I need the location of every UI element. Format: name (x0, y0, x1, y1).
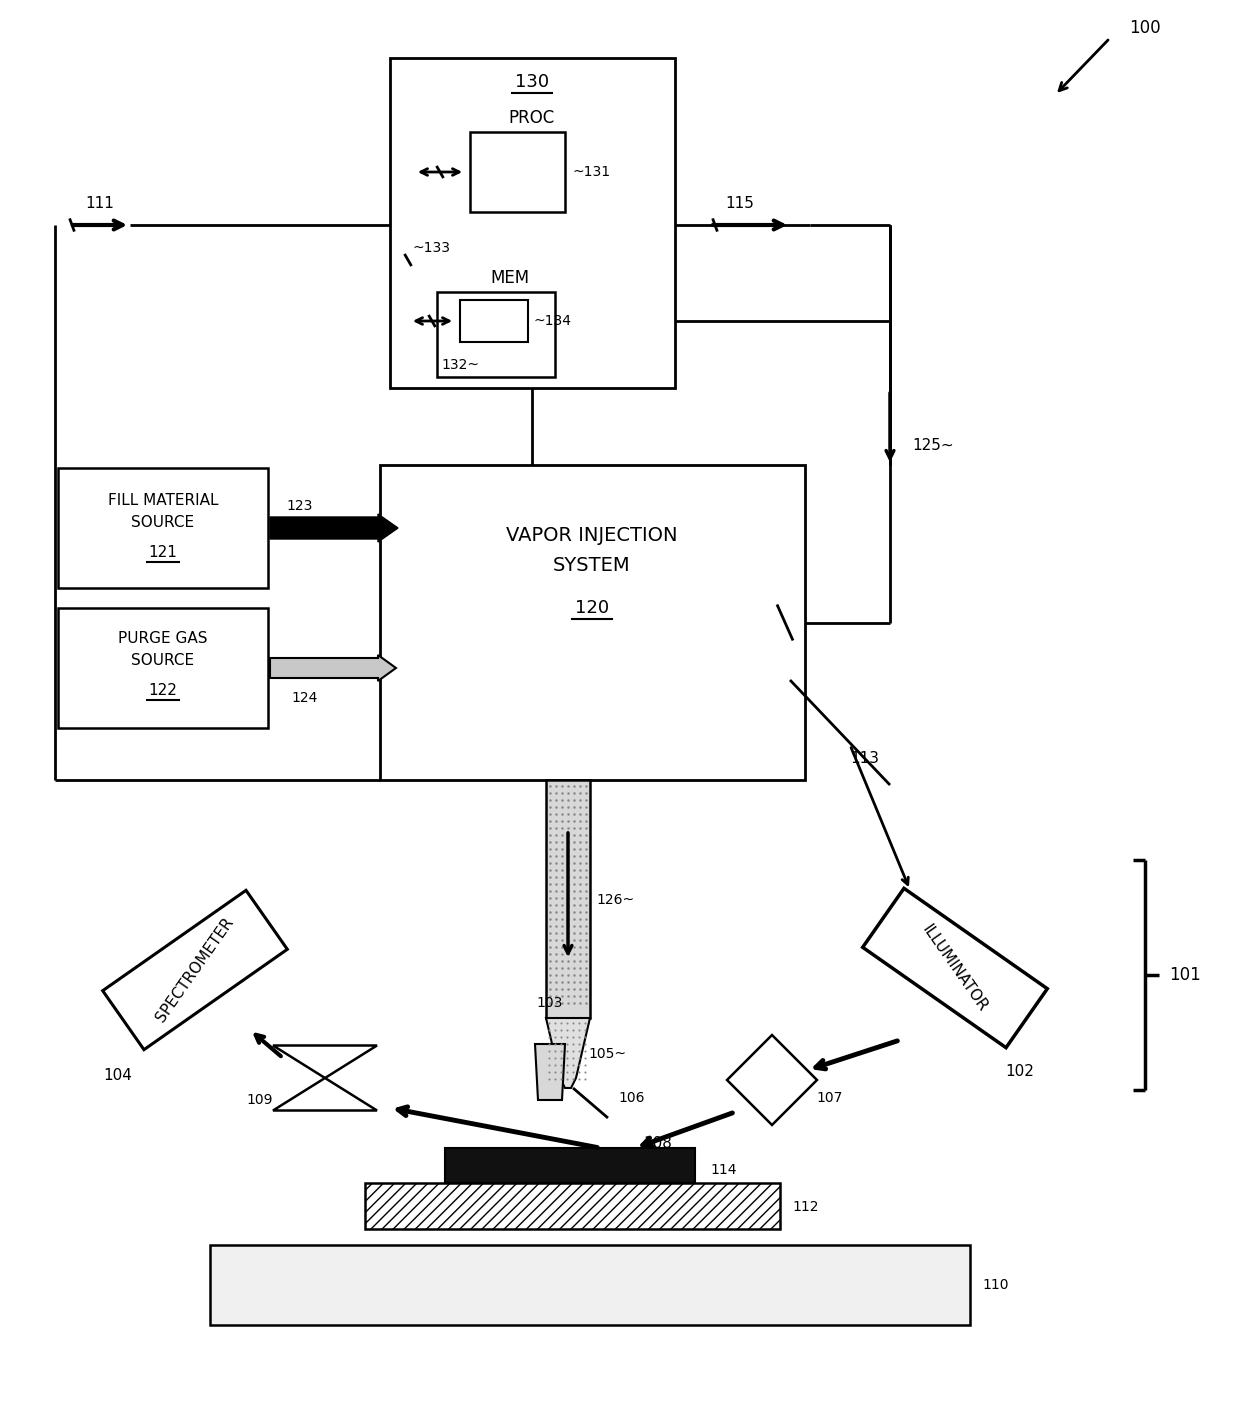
Text: ~134: ~134 (534, 313, 572, 327)
Text: 124: 124 (291, 691, 319, 705)
Text: 104: 104 (104, 1068, 133, 1082)
Text: ~131: ~131 (573, 164, 611, 178)
Bar (365, 1183, 780, 1229)
Text: 102: 102 (1006, 1065, 1034, 1079)
Text: 111: 111 (86, 195, 114, 211)
Text: 109: 109 (247, 1093, 273, 1107)
Bar (391, 58, 675, 388)
Bar (58, 608, 268, 728)
Text: 100: 100 (1130, 20, 1161, 37)
Text: 105~: 105~ (588, 1047, 626, 1061)
Polygon shape (534, 1044, 565, 1100)
Text: 112: 112 (792, 1200, 818, 1214)
Text: 115: 115 (725, 195, 754, 211)
Text: SOURCE: SOURCE (131, 514, 195, 530)
Text: ILLUMINATOR: ILLUMINATOR (920, 922, 991, 1014)
Text: 123: 123 (286, 499, 314, 513)
Text: PURGE GAS: PURGE GAS (118, 631, 208, 645)
Text: 103: 103 (537, 996, 563, 1010)
Text: SPECTROMETER: SPECTROMETER (154, 915, 237, 1024)
Text: 122: 122 (149, 683, 177, 697)
Text: 101: 101 (1169, 967, 1200, 983)
FancyArrow shape (270, 514, 398, 542)
Bar (103, 891, 288, 1050)
Text: 108: 108 (644, 1135, 672, 1151)
Text: 113: 113 (851, 750, 879, 766)
Text: ~133: ~133 (412, 242, 450, 254)
Text: SYSTEM: SYSTEM (553, 555, 631, 575)
Text: VAPOR INJECTION: VAPOR INJECTION (506, 525, 678, 545)
Text: 132~: 132~ (441, 358, 479, 372)
Text: 107: 107 (817, 1092, 843, 1104)
FancyArrow shape (270, 655, 396, 681)
Bar (546, 780, 590, 1019)
Text: 120: 120 (575, 599, 609, 617)
Text: SOURCE: SOURCE (131, 652, 195, 667)
Text: 121: 121 (149, 545, 177, 559)
Text: 130: 130 (515, 73, 549, 91)
Text: 106: 106 (618, 1092, 645, 1104)
Text: FILL MATERIAL: FILL MATERIAL (108, 493, 218, 507)
Bar (58, 468, 268, 589)
Bar (470, 132, 565, 212)
Text: 126~: 126~ (596, 894, 634, 908)
Polygon shape (546, 1019, 590, 1087)
Text: 125~: 125~ (911, 437, 954, 452)
Polygon shape (727, 1035, 817, 1125)
Text: MEM: MEM (491, 268, 529, 287)
Bar (436, 292, 556, 377)
Bar (379, 465, 805, 780)
Text: 110: 110 (982, 1279, 1008, 1293)
Polygon shape (273, 1045, 377, 1078)
Bar (210, 1245, 970, 1325)
Bar (863, 888, 1048, 1048)
Polygon shape (273, 1078, 377, 1110)
Bar (460, 301, 528, 341)
Bar (445, 1148, 694, 1183)
Text: PROC: PROC (508, 110, 556, 126)
Text: 114: 114 (711, 1163, 737, 1177)
